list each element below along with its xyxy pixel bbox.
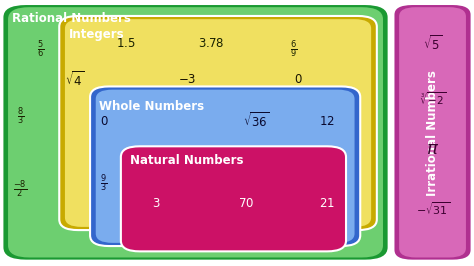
Text: $21$: $21$	[319, 197, 335, 210]
Text: $12$: $12$	[319, 115, 335, 127]
FancyBboxPatch shape	[399, 7, 466, 257]
Text: $\frac{6}{9}$: $\frac{6}{9}$	[290, 38, 298, 60]
Text: $\sqrt{5}$: $\sqrt{5}$	[423, 35, 442, 53]
Text: $3$: $3$	[152, 197, 161, 210]
FancyBboxPatch shape	[121, 146, 346, 251]
Text: $70$: $70$	[238, 197, 255, 210]
Text: $1.5$: $1.5$	[116, 38, 136, 50]
Text: $\frac{8}{3}$: $\frac{8}{3}$	[17, 105, 24, 127]
Text: $\sqrt{36}$: $\sqrt{36}$	[243, 112, 269, 130]
Text: Irrational Numbers: Irrational Numbers	[426, 70, 439, 196]
FancyBboxPatch shape	[96, 90, 355, 243]
Text: $\frac{5}{6}$: $\frac{5}{6}$	[36, 38, 44, 60]
Text: $-\sqrt{31}$: $-\sqrt{31}$	[416, 201, 450, 217]
FancyBboxPatch shape	[65, 19, 371, 227]
Text: $\pi$: $\pi$	[426, 140, 439, 158]
Text: Natural Numbers: Natural Numbers	[130, 154, 244, 167]
Text: $\frac{9}{3}$: $\frac{9}{3}$	[100, 173, 107, 194]
Text: $0$: $0$	[100, 115, 109, 127]
Text: $-3$: $-3$	[178, 73, 196, 86]
FancyBboxPatch shape	[2, 4, 389, 261]
Text: Whole Numbers: Whole Numbers	[99, 100, 204, 113]
Text: $\frac{-8}{2}$: $\frac{-8}{2}$	[13, 178, 27, 200]
Text: $\sqrt[3]{-2}$: $\sqrt[3]{-2}$	[419, 90, 446, 107]
Text: $0$: $0$	[294, 73, 303, 86]
Text: Integers: Integers	[69, 28, 124, 41]
Text: $3.78$: $3.78$	[198, 38, 224, 50]
Text: $\sqrt{4}$: $\sqrt{4}$	[65, 70, 84, 89]
FancyBboxPatch shape	[393, 4, 472, 261]
Text: Rational Numbers: Rational Numbers	[12, 12, 131, 25]
FancyBboxPatch shape	[90, 86, 360, 246]
FancyBboxPatch shape	[8, 7, 383, 257]
FancyBboxPatch shape	[59, 16, 377, 230]
